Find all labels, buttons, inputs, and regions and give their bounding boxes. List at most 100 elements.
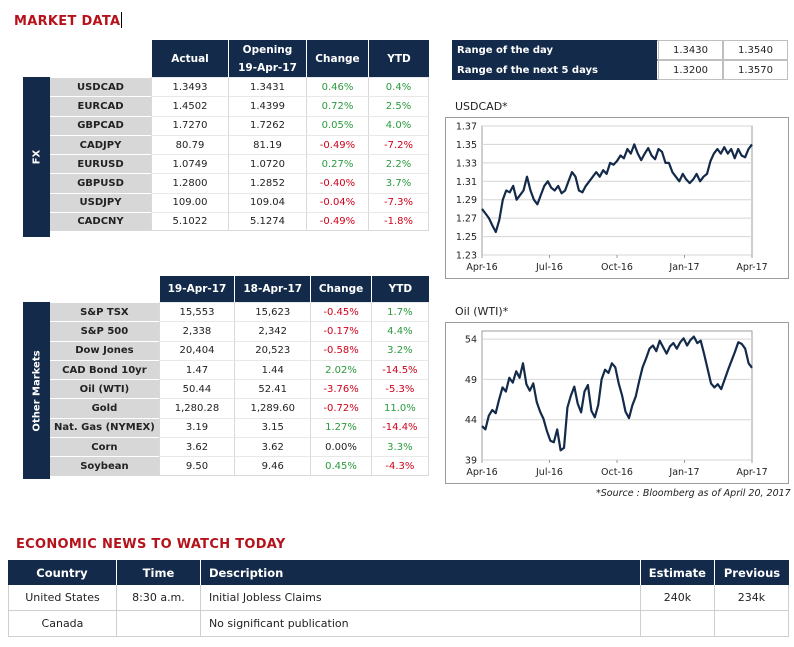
fx-row: GBPCAD 1.7270 1.7262 0.05% 4.0% [50, 115, 429, 135]
oil-chart-y-tick: 49 [465, 375, 477, 386]
source-note: *Source : Bloomberg as of April 20, 2017 [596, 488, 791, 499]
fx-value-previous: 1.4399 [228, 96, 306, 116]
fx-row: GBPUSD 1.2800 1.2852 -0.40% 3.7% [50, 173, 429, 193]
other-ytd: 3.2% [370, 340, 429, 360]
usdcad-chart-y-tick: 1.35 [456, 140, 477, 151]
fx-value-current: 1.2800 [151, 173, 228, 193]
other-label: Oil (WTI) [50, 379, 159, 399]
other-row: Gold 1,280.28 1,289.60 -0.72% 11.0% [50, 398, 429, 418]
news-description: Initial Jobless Claims [199, 585, 640, 611]
usdcad-chart-y-tick: 1.31 [456, 177, 477, 188]
fx-ytd: 2.2% [368, 154, 429, 174]
fx-ytd: 3.7% [368, 173, 429, 193]
usdcad-chart-x-tick: Apr-17 [736, 262, 767, 273]
fx-change: 0.05% [306, 115, 368, 135]
oil-chart-x-tick: Jan-17 [668, 467, 699, 478]
oil-chart-y-tick: 39 [465, 456, 477, 467]
other-change: 0.45% [310, 456, 371, 476]
other-label: Dow Jones [50, 340, 159, 360]
news-row: United States 8:30 a.m. Initial Jobless … [8, 585, 789, 611]
oil-chart-y-tick: 54 [465, 335, 477, 346]
news-header-estimate: Estimate [639, 560, 714, 585]
oil-chart-x-tick: Apr-17 [736, 467, 767, 478]
range-row: Range of the day 1.3430 1.3540 [452, 40, 788, 60]
other-value-previous: 1.44 [234, 359, 311, 380]
other-label: Soybean [50, 456, 159, 476]
other-ytd: 11.0% [370, 398, 429, 418]
oil-chart-x-tick: Apr-16 [466, 467, 497, 478]
other-header-previous: 18-Apr-17 [234, 276, 311, 302]
fx-label: GBPUSD [50, 173, 151, 193]
other-label: Gold [50, 398, 159, 418]
fx-corner [50, 40, 151, 77]
fx-row: CADCNY 5.1022 5.1274 -0.49% -1.8% [50, 212, 429, 232]
fx-label: EURCAD [50, 96, 151, 116]
other-header-current: 19-Apr-17 [158, 276, 235, 302]
other-value-current: 2,338 [158, 321, 235, 341]
fx-value-previous: 109.04 [228, 192, 306, 213]
oil-chart-x-tick: Jul-16 [535, 467, 563, 478]
news-previous: 234k [713, 585, 789, 611]
other-value-current: 1,280.28 [158, 398, 235, 418]
fx-label: GBPCAD [50, 115, 151, 135]
fx-value-previous: 1.2852 [228, 173, 306, 193]
news-row: Canada No significant publication [8, 611, 789, 637]
range-table: Range of the day 1.3430 1.3540 Range of … [452, 40, 788, 80]
fx-table: Actual Opening 19-Apr-17 Change YTD USDC… [50, 40, 429, 232]
fx-label: USDJPY [50, 192, 151, 213]
other-label: S&P 500 [50, 321, 159, 341]
usdcad-chart-y-tick: 1.27 [456, 214, 477, 225]
other-row: Oil (WTI) 50.44 52.41 -3.76% -5.3% [50, 379, 429, 399]
other-value-current: 9.50 [158, 456, 235, 476]
other-value-previous: 15,623 [234, 302, 311, 322]
usdcad-chart-y-tick: 1.23 [456, 251, 477, 262]
market-data-title: MARKET DATA [14, 12, 123, 29]
other-value-current: 50.44 [158, 379, 235, 399]
other-label: S&P TSX [50, 302, 159, 322]
oil-chart-title: Oil (WTI)* [455, 305, 509, 318]
fx-ytd: -7.3% [368, 192, 429, 213]
news-time: 8:30 a.m. [115, 585, 200, 611]
fx-row: EURUSD 1.0749 1.0720 0.27% 2.2% [50, 154, 429, 174]
fx-ytd: 2.5% [368, 96, 429, 116]
economic-news-title: ECONOMIC NEWS TO WATCH TODAY [16, 537, 286, 552]
other-ytd: -4.3% [370, 456, 429, 476]
other-row: S&P TSX 15,553 15,623 -0.45% 1.7% [50, 302, 429, 322]
fx-change: -0.40% [306, 173, 368, 193]
range-label: Range of the next 5 days [452, 60, 658, 80]
fx-header-ytd: YTD [368, 40, 429, 77]
usdcad-chart-y-tick: 1.29 [456, 195, 477, 206]
usdcad-chart-x-tick: Jan-17 [668, 262, 699, 273]
news-country: Canada [8, 611, 116, 637]
range-row: Range of the next 5 days 1.3200 1.3570 [452, 60, 788, 80]
other-change: -0.17% [310, 321, 371, 341]
other-change: 1.27% [310, 417, 371, 438]
economic-news-table: Country Time Description Estimate Previo… [8, 560, 789, 637]
fx-change: -0.49% [306, 212, 368, 232]
fx-change: 0.72% [306, 96, 368, 116]
range-high: 1.3570 [723, 60, 788, 80]
oil-chart-frame: 54 49 44 39 Apr-16 Jul-16 Oct-16 Jan-17 Apr-17 [445, 322, 789, 484]
other-value-previous: 9.46 [234, 456, 311, 476]
other-value-current: 15,553 [158, 302, 235, 322]
fx-label: USDCAD [50, 77, 151, 97]
other-row: Dow Jones 20,404 20,523 -0.58% 3.2% [50, 340, 429, 360]
usdcad-chart-x-tick: Oct-16 [601, 262, 633, 273]
fx-label: EURUSD [50, 154, 151, 174]
fx-change: 0.46% [306, 77, 368, 97]
other-ytd: -14.5% [370, 359, 429, 380]
news-estimate: 240k [639, 585, 714, 611]
fx-row: EURCAD 1.4502 1.4399 0.72% 2.5% [50, 96, 429, 116]
fx-header-opening: Opening 19-Apr-17 [228, 40, 306, 77]
other-label: Nat. Gas (NYMEX) [50, 417, 159, 438]
fx-ytd: -1.8% [368, 212, 429, 232]
news-description: No significant publication [199, 611, 640, 637]
fx-row: USDJPY 109.00 109.04 -0.04% -7.3% [50, 192, 429, 213]
other-change: -0.72% [310, 398, 371, 418]
fx-value-previous: 1.0720 [228, 154, 306, 174]
fx-change: 0.27% [306, 154, 368, 174]
other-value-current: 3.19 [158, 417, 235, 438]
news-header-previous: Previous [713, 560, 789, 585]
